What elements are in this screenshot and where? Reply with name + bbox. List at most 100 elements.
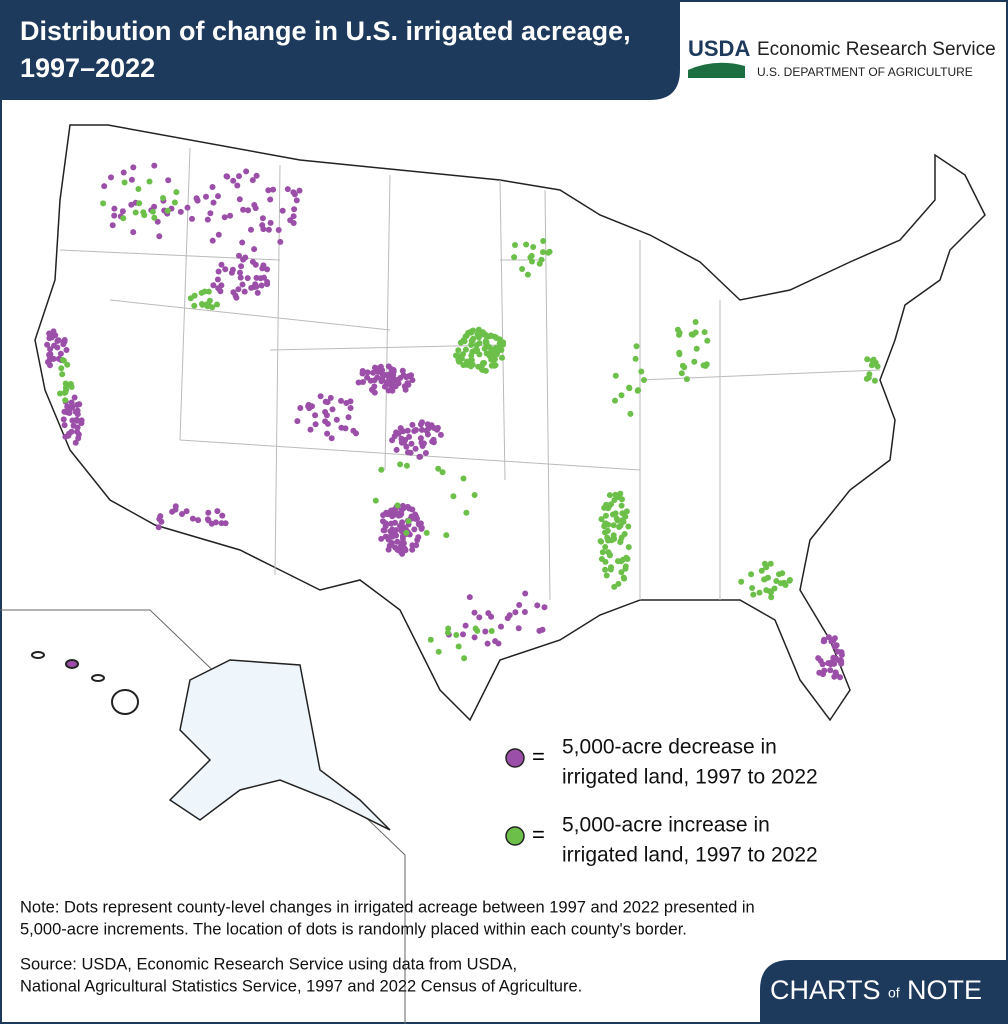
dot	[605, 521, 612, 528]
dot	[257, 275, 264, 282]
dot	[312, 421, 319, 428]
dot	[359, 368, 366, 374]
dot	[506, 612, 513, 619]
title-line: 1997–2022	[20, 53, 155, 83]
dot	[874, 363, 881, 370]
dot	[605, 505, 611, 512]
dot	[863, 375, 870, 382]
dot	[409, 542, 416, 549]
dot	[462, 622, 469, 629]
dot	[864, 356, 871, 363]
dot	[130, 164, 137, 171]
dot	[259, 215, 266, 222]
dot	[460, 631, 466, 638]
dot	[409, 546, 416, 553]
dot	[610, 522, 617, 529]
dot	[370, 369, 377, 376]
dot	[388, 520, 394, 527]
note-line: 5,000-acre increments. The location of d…	[20, 920, 687, 938]
dot	[455, 347, 462, 354]
dot	[413, 427, 419, 433]
dot	[539, 626, 546, 633]
dot	[155, 524, 162, 531]
dot	[132, 209, 139, 216]
dot	[419, 419, 425, 426]
legend-swatch	[505, 748, 525, 768]
dot	[156, 516, 163, 522]
dot	[235, 286, 242, 293]
dot	[237, 274, 244, 281]
dot	[265, 187, 272, 194]
dot	[625, 544, 632, 551]
dot	[534, 602, 541, 609]
dot	[625, 523, 632, 530]
dot	[355, 379, 362, 386]
dot	[460, 475, 467, 482]
dot	[408, 513, 415, 520]
dot	[498, 623, 504, 630]
us-outline	[34, 124, 986, 722]
dot	[342, 425, 349, 432]
dot	[218, 261, 225, 268]
dot	[606, 552, 613, 558]
dot	[386, 374, 393, 381]
dot	[768, 594, 775, 601]
dot	[412, 445, 419, 452]
dot	[371, 383, 378, 390]
dot	[405, 381, 412, 388]
dot	[205, 517, 212, 524]
dot	[324, 399, 331, 406]
dot	[443, 532, 450, 539]
dot	[530, 244, 537, 250]
dot	[265, 226, 272, 233]
dot	[610, 511, 616, 518]
dot	[343, 400, 350, 406]
dot	[378, 535, 385, 542]
dot	[397, 375, 404, 381]
dot	[632, 355, 639, 362]
dot	[546, 248, 553, 255]
dot	[838, 660, 845, 667]
logo-swoosh	[688, 62, 745, 78]
dot	[57, 350, 64, 357]
dot	[466, 594, 473, 601]
dot	[417, 435, 424, 442]
dot	[384, 511, 391, 518]
dot	[474, 627, 481, 634]
dot	[385, 546, 392, 553]
brand-middle: of	[888, 985, 900, 1001]
dot	[101, 183, 108, 190]
dot	[128, 201, 135, 208]
dot	[393, 446, 400, 453]
dot	[389, 387, 396, 394]
dot	[120, 169, 127, 176]
dot	[75, 435, 82, 442]
dot	[834, 648, 841, 655]
dot	[409, 377, 416, 384]
dot	[193, 196, 200, 202]
dot	[249, 177, 256, 184]
dot	[430, 439, 437, 446]
dot	[327, 394, 334, 401]
dot	[141, 212, 148, 219]
dot	[612, 372, 619, 379]
dot	[455, 643, 462, 650]
dot	[160, 195, 166, 201]
dot	[338, 397, 344, 404]
dot	[500, 339, 507, 346]
dot	[738, 578, 745, 585]
logo-mark: USDA	[688, 36, 750, 61]
dot	[458, 355, 465, 362]
dot	[239, 281, 246, 288]
dot	[598, 516, 605, 523]
dot	[476, 614, 483, 621]
dot	[758, 567, 765, 574]
dot	[484, 640, 491, 647]
dot	[676, 329, 683, 336]
dot	[482, 628, 489, 635]
dot	[222, 266, 229, 273]
dot	[608, 537, 615, 544]
dot	[345, 414, 352, 421]
dot	[205, 288, 212, 295]
